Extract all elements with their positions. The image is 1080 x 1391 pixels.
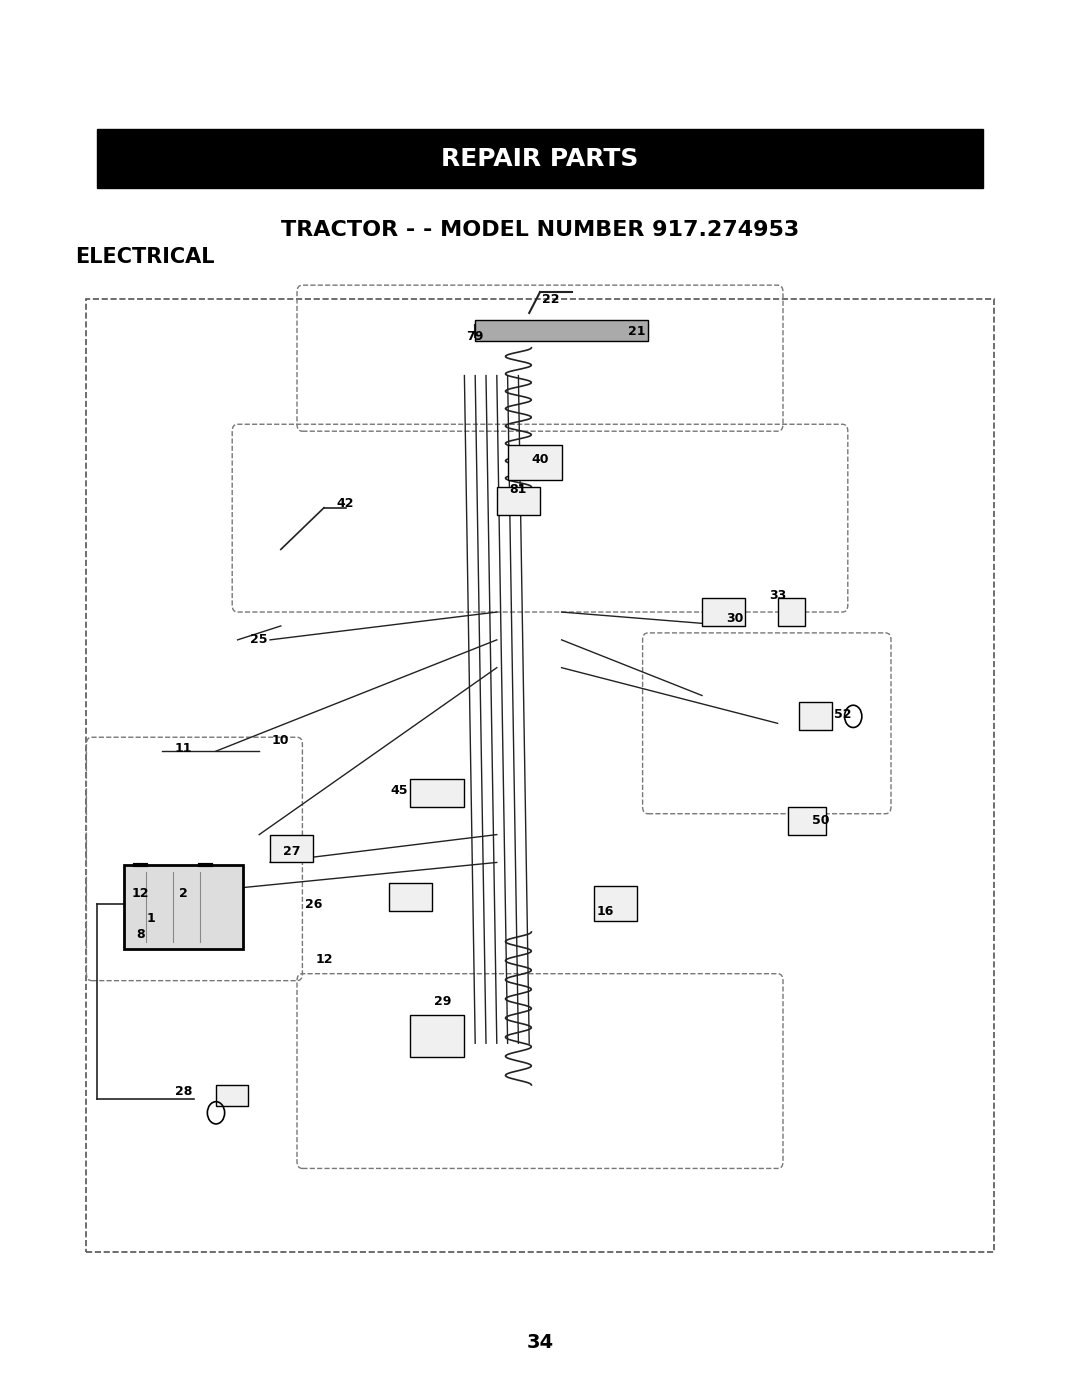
Bar bbox=[270, 835, 313, 862]
Text: 26: 26 bbox=[305, 897, 322, 911]
Text: 42: 42 bbox=[337, 497, 354, 510]
Text: 81: 81 bbox=[510, 483, 527, 497]
Text: ELECTRICAL: ELECTRICAL bbox=[76, 248, 215, 267]
Bar bbox=[702, 598, 745, 626]
Text: 79: 79 bbox=[467, 330, 484, 344]
Bar bbox=[799, 702, 832, 730]
Text: 33: 33 bbox=[769, 588, 786, 602]
Bar bbox=[778, 598, 805, 626]
Text: 28: 28 bbox=[175, 1085, 192, 1099]
Text: 16: 16 bbox=[596, 904, 613, 918]
Bar bbox=[216, 1085, 248, 1106]
Text: 12: 12 bbox=[315, 953, 333, 967]
Text: 11: 11 bbox=[175, 741, 192, 755]
Text: 21: 21 bbox=[629, 324, 646, 338]
Text: 25: 25 bbox=[251, 633, 268, 647]
Text: 52: 52 bbox=[834, 708, 851, 722]
Bar bbox=[86, 299, 994, 1252]
Text: 40: 40 bbox=[531, 452, 549, 466]
Bar bbox=[410, 1015, 464, 1057]
Bar bbox=[389, 883, 432, 911]
Text: 12: 12 bbox=[132, 886, 149, 900]
Text: 34: 34 bbox=[526, 1333, 554, 1352]
Text: REPAIR PARTS: REPAIR PARTS bbox=[442, 146, 638, 171]
Bar bbox=[788, 807, 826, 835]
Text: 27: 27 bbox=[283, 844, 300, 858]
Text: 8: 8 bbox=[136, 928, 145, 942]
Text: 2: 2 bbox=[179, 886, 188, 900]
Text: 30: 30 bbox=[726, 612, 743, 626]
Bar bbox=[124, 865, 243, 949]
Text: TRACTOR - - MODEL NUMBER 917.274953: TRACTOR - - MODEL NUMBER 917.274953 bbox=[281, 220, 799, 239]
Text: 29: 29 bbox=[434, 995, 451, 1008]
Text: 10: 10 bbox=[272, 733, 289, 747]
Bar bbox=[594, 886, 637, 921]
Bar bbox=[410, 779, 464, 807]
Text: 22: 22 bbox=[542, 292, 559, 306]
FancyBboxPatch shape bbox=[97, 129, 983, 188]
Bar bbox=[508, 445, 562, 480]
Bar bbox=[497, 487, 540, 515]
Text: 1: 1 bbox=[147, 911, 156, 925]
Text: 50: 50 bbox=[812, 814, 829, 828]
Text: 45: 45 bbox=[391, 783, 408, 797]
Bar bbox=[475, 320, 648, 341]
